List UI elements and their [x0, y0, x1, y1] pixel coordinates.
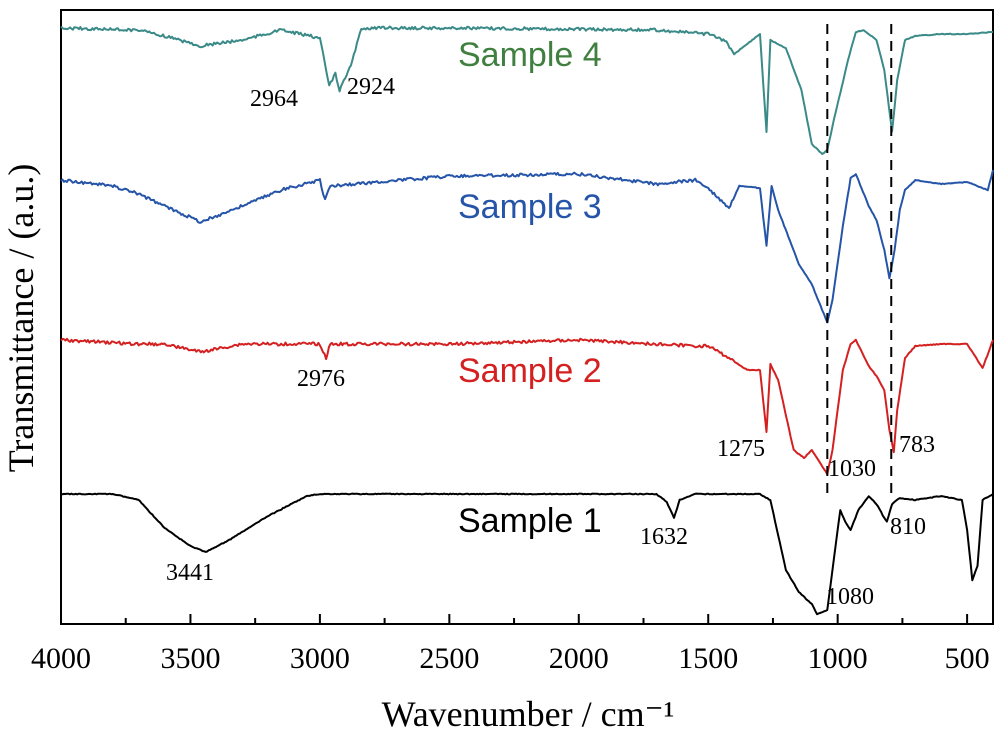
- peak-label-1080: 1080: [826, 584, 874, 610]
- series-line-sample-2: [60, 337, 994, 476]
- x-tick-label-500: 500: [945, 642, 990, 675]
- plot-frame: [60, 9, 994, 625]
- x-tick-label-3500: 3500: [160, 642, 220, 675]
- x-axis-ticks: 4000 3500 3000 2500 2000 1500 1000 500: [31, 614, 990, 675]
- peak-label-2964: 2964: [250, 86, 298, 112]
- x-tick-label-3000: 3000: [290, 642, 350, 675]
- peak-label-810: 810: [890, 514, 926, 540]
- series-label-sample-4: Sample 4: [458, 36, 602, 74]
- x-axis-title: Wavenumber / cm⁻¹: [382, 694, 675, 734]
- x-tick-label-1500: 1500: [678, 642, 738, 675]
- peak-label-1275: 1275: [717, 436, 765, 462]
- x-tick-label-1000: 1000: [808, 642, 868, 675]
- y-axis-title: Transmittance / (a.u.): [1, 164, 41, 473]
- peak-label-783: 783: [899, 432, 935, 458]
- peak-label-2924: 2924: [347, 74, 395, 100]
- series-line-sample-1: [60, 492, 994, 616]
- series-line-sample-3: [60, 169, 994, 324]
- peak-label-1030: 1030: [828, 456, 876, 482]
- spectra-group: [60, 25, 994, 616]
- series-line-sample-4: [60, 25, 993, 155]
- x-tick-label-2500: 2500: [419, 642, 479, 675]
- peak-label-1632: 1632: [640, 524, 688, 550]
- x-tick-label-2000: 2000: [549, 642, 609, 675]
- series-label-sample-1: Sample 1: [458, 502, 602, 540]
- series-label-sample-2: Sample 2: [458, 352, 602, 390]
- x-tick-label-4000: 4000: [31, 642, 91, 675]
- peak-label-2976: 2976: [297, 366, 345, 392]
- peak-label-3441: 3441: [166, 560, 214, 586]
- series-label-sample-3: Sample 3: [458, 188, 602, 226]
- reference-lines: [826, 24, 893, 498]
